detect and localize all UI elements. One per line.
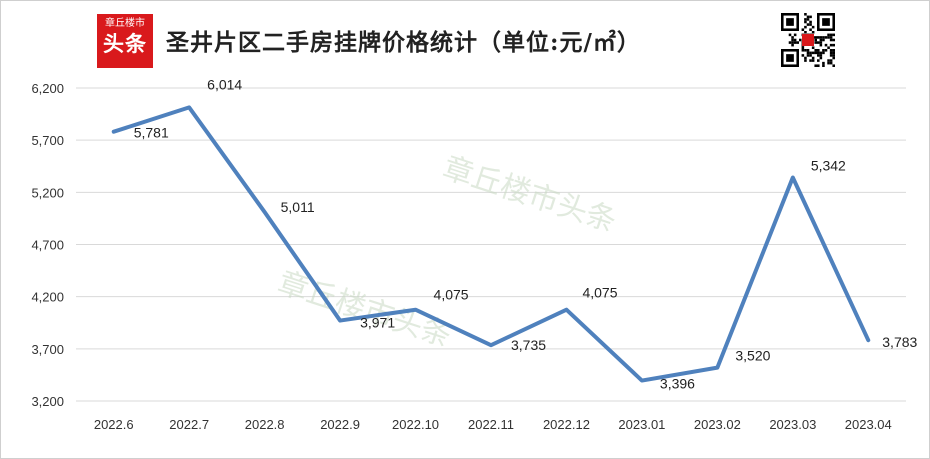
- x-tick-label: 2023.02: [694, 417, 741, 432]
- x-tick-label: 2022.9: [320, 417, 360, 432]
- x-tick-label: 2022.6: [94, 417, 134, 432]
- watermark-text: 章丘楼市头条: [274, 265, 456, 354]
- data-label: 5,781: [134, 125, 169, 141]
- x-tick-label: 2022.8: [245, 417, 285, 432]
- brand-logo: 章丘楼市 头条: [97, 14, 153, 68]
- data-label: 5,342: [811, 158, 846, 174]
- data-label: 4,075: [582, 285, 617, 301]
- chart-title: 圣井片区二手房挂牌价格统计（单位:元/㎡）: [166, 29, 641, 56]
- y-tick-label: 5,700: [31, 133, 64, 148]
- watermark-text: 章丘楼市头条: [439, 150, 621, 239]
- y-tick-label: 3,200: [31, 394, 64, 409]
- x-tick-label: 2022.7: [169, 417, 209, 432]
- y-tick-label: 3,700: [31, 342, 64, 357]
- y-tick-label: 4,200: [31, 290, 64, 305]
- x-tick-label: 2022.10: [392, 417, 439, 432]
- y-tick-label: 4,700: [31, 238, 64, 253]
- y-tick-label: 5,200: [31, 185, 64, 200]
- logo-big-text: 头条: [103, 32, 147, 56]
- data-label: 5,011: [281, 199, 315, 215]
- price-series-line: [111, 105, 871, 383]
- data-label: 6,014: [207, 76, 242, 92]
- data-label: 3,971: [360, 315, 395, 331]
- x-tick-label: 2022.12: [543, 417, 590, 432]
- x-tick-label: 2023.04: [845, 417, 892, 432]
- logo-top-text: 章丘楼市: [105, 18, 145, 29]
- y-tick-label: 6,200: [31, 81, 64, 96]
- data-label: 4,075: [434, 287, 469, 303]
- data-label: 3,783: [882, 334, 917, 350]
- data-label: 3,520: [735, 348, 770, 364]
- qr-code-icon: [781, 13, 835, 67]
- x-tick-label: 2023.01: [618, 417, 665, 432]
- x-tick-label: 2023.03: [769, 417, 816, 432]
- data-label: 3,735: [511, 337, 546, 353]
- x-tick-label: 2022.11: [468, 417, 514, 432]
- data-label: 3,396: [660, 376, 695, 392]
